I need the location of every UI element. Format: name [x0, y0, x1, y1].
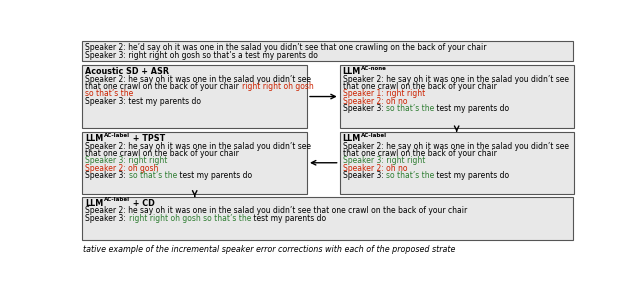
- Text: Speaker 2: he say oh it was one in the salad you didn’t see: Speaker 2: he say oh it was one in the s…: [85, 74, 312, 84]
- Text: test my parents do: test my parents do: [434, 104, 509, 113]
- Text: that one crawl on the back of your chair: that one crawl on the back of your chair: [85, 149, 239, 158]
- Text: test my parents do: test my parents do: [177, 171, 252, 180]
- Text: Speaker 3:: Speaker 3:: [85, 214, 129, 223]
- Text: Speaker 3: right right: Speaker 3: right right: [343, 156, 425, 165]
- Text: that one crawl on the back of your chair: that one crawl on the back of your chair: [343, 149, 497, 158]
- Text: test my parents do: test my parents do: [434, 171, 509, 180]
- Text: + TPST: + TPST: [130, 134, 165, 143]
- Text: tative example of the incremental speaker error corrections with each of the pro: tative example of the incremental speake…: [83, 245, 456, 254]
- Text: LLM: LLM: [343, 67, 361, 76]
- Bar: [83, 65, 307, 128]
- Text: Speaker 1: right right: Speaker 1: right right: [343, 89, 425, 98]
- Text: Speaker 2: he’d say oh it was one in the salad you didn’t see that one crawling : Speaker 2: he’d say oh it was one in the…: [85, 43, 487, 52]
- Text: Speaker 2: oh gosh: Speaker 2: oh gosh: [85, 164, 159, 173]
- Text: so that’s the: so that’s the: [386, 171, 434, 180]
- Text: so that’s the: so that’s the: [129, 171, 177, 180]
- Text: that one crawl on the back of your chair: that one crawl on the back of your chair: [85, 82, 242, 91]
- Text: Speaker 3: right right: Speaker 3: right right: [85, 156, 168, 165]
- Text: right right oh gosh: right right oh gosh: [242, 82, 314, 91]
- Bar: [83, 132, 307, 194]
- Text: LLM: LLM: [343, 134, 361, 143]
- Text: test my parents do: test my parents do: [251, 214, 326, 223]
- Text: Speaker 2: oh no: Speaker 2: oh no: [343, 97, 407, 105]
- Text: Speaker 3:: Speaker 3:: [85, 171, 129, 180]
- Text: AC-label: AC-label: [104, 197, 130, 202]
- Text: Speaker 2: he say oh it was one in the salad you didn’t see that one crawl on th: Speaker 2: he say oh it was one in the s…: [85, 206, 468, 215]
- Text: right right oh gosh so that’s the: right right oh gosh so that’s the: [129, 214, 251, 223]
- Text: so that’s the: so that’s the: [85, 89, 134, 98]
- Text: + CD: + CD: [130, 199, 154, 208]
- Text: Speaker 3:: Speaker 3:: [343, 104, 386, 113]
- Text: AC-none: AC-none: [361, 66, 387, 71]
- Text: Speaker 3: test my parents do: Speaker 3: test my parents do: [85, 97, 202, 105]
- Text: that one crawl on the back of your chair: that one crawl on the back of your chair: [343, 82, 497, 91]
- Bar: [83, 41, 573, 61]
- Text: Speaker 3: right right oh gosh so that’s a test my parents do: Speaker 3: right right oh gosh so that’s…: [85, 51, 318, 60]
- Text: Speaker 2: he say oh it was one in the salad you didn’t see: Speaker 2: he say oh it was one in the s…: [85, 142, 312, 150]
- Text: Speaker 3:: Speaker 3:: [343, 171, 386, 180]
- Text: Speaker 2: he say oh it was one in the salad you didn’t see: Speaker 2: he say oh it was one in the s…: [343, 74, 569, 84]
- Text: so that’s the: so that’s the: [386, 104, 434, 113]
- Text: Acoustic SD + ASR: Acoustic SD + ASR: [85, 67, 170, 76]
- Bar: [83, 197, 573, 240]
- Text: AC-label: AC-label: [361, 133, 387, 138]
- Bar: [340, 65, 573, 128]
- Text: LLM: LLM: [85, 134, 104, 143]
- Text: LLM: LLM: [85, 199, 104, 208]
- Text: AC-label: AC-label: [104, 133, 130, 138]
- Text: Speaker 2: oh no: Speaker 2: oh no: [343, 164, 407, 173]
- Text: Speaker 2: he say oh it was one in the salad you didn’t see: Speaker 2: he say oh it was one in the s…: [343, 142, 569, 150]
- Bar: [340, 132, 573, 194]
